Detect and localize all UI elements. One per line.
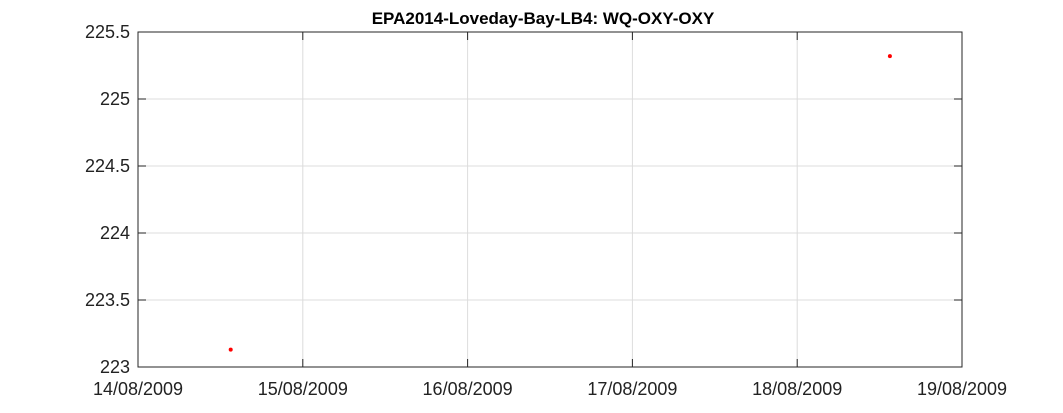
tick-labels: 14/08/2009 15/08/2009 16/08/2009 17/08/2009… [85, 22, 1007, 399]
plot-frame [137, 31, 963, 368]
x-tick-label: 17/08/2009 [587, 379, 677, 399]
y-tick-label: 223.5 [85, 290, 130, 310]
y-tick-label: 225.5 [85, 22, 130, 42]
y-tick-label: 223 [100, 357, 130, 377]
data-points [228, 54, 892, 352]
y-tick-label: 225 [100, 89, 130, 109]
plot-area [138, 32, 962, 367]
chart-title: EPA2014-Loveday-Bay-LB4: WQ-OXY-OXY [372, 9, 715, 28]
x-tick-label: 15/08/2009 [258, 379, 348, 399]
x-tick-label: 18/08/2009 [752, 379, 842, 399]
y-tick-label: 224.5 [85, 156, 130, 176]
data-point [887, 54, 892, 59]
y-tick-label: 224 [100, 223, 130, 243]
x-tick-label: 19/08/2009 [917, 379, 1007, 399]
data-point [228, 347, 233, 352]
x-tick-label: 16/08/2009 [423, 379, 513, 399]
x-tick-label: 14/08/2009 [93, 379, 183, 399]
